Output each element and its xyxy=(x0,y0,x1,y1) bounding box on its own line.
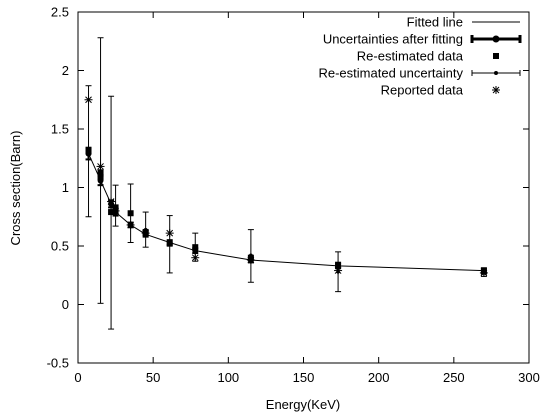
star-stroke xyxy=(85,96,92,104)
star-stroke xyxy=(247,256,255,264)
reestimated-uncertainty-point xyxy=(98,169,103,173)
y-tick-label: 1 xyxy=(62,180,69,195)
star-stroke xyxy=(97,163,104,170)
reported-data-point xyxy=(141,229,150,238)
star-stroke xyxy=(142,229,150,237)
reestimated-uncertainty-point xyxy=(167,241,172,246)
y-tick-label: 0 xyxy=(62,297,69,312)
star-stroke xyxy=(112,207,119,215)
star-stroke xyxy=(334,267,342,274)
star-stroke xyxy=(191,254,199,262)
reestimated-uncertainty-point xyxy=(86,149,91,154)
reported-data-point xyxy=(107,197,116,206)
reported-data-point xyxy=(165,229,174,238)
reestimated-uncertainty-point xyxy=(193,245,198,249)
reestimated-uncertainty-point xyxy=(128,211,133,216)
x-tick-label: 150 xyxy=(293,370,315,385)
reported-data-point xyxy=(479,268,488,277)
data-layer xyxy=(84,37,488,330)
reported-data-point xyxy=(111,206,120,215)
legend-label: Uncertainties after fitting xyxy=(323,32,463,47)
star-stroke xyxy=(127,221,134,229)
legend-label: Re-estimated uncertainty xyxy=(318,66,463,81)
reported-data-point xyxy=(191,253,200,262)
reported-data-point xyxy=(246,256,255,265)
legend-square-symbol xyxy=(493,53,499,59)
series-star xyxy=(84,95,488,277)
y-tick-label: 1.5 xyxy=(51,122,69,137)
y-tick-label: 2.5 xyxy=(51,5,69,20)
star-stroke xyxy=(480,269,488,277)
y-axis-label: Cross section(Barn) xyxy=(8,131,23,246)
y-tick-label: 0.5 xyxy=(51,239,69,254)
series-errorbar-circle xyxy=(85,146,487,274)
reported-data-point xyxy=(126,220,135,229)
legend-star-symbol xyxy=(492,86,500,94)
reestimated-uncertainty-point xyxy=(249,253,253,258)
reestimated-uncertainty-point xyxy=(113,204,118,209)
legend: Fitted line Uncertainties after fitting Re… xyxy=(318,15,522,98)
legend-label: Re-estimated data xyxy=(357,49,464,64)
series-errorbar-point xyxy=(85,37,487,330)
x-tick-label: 200 xyxy=(368,370,390,385)
y-tick-label: -0.5 xyxy=(47,356,69,371)
series-square xyxy=(85,148,487,275)
star-stroke xyxy=(107,198,115,205)
legend-point-symbol xyxy=(494,71,498,75)
legend-circle-symbol xyxy=(492,35,500,43)
y-tick-label: 2 xyxy=(62,63,69,78)
star-stroke xyxy=(492,86,500,94)
reported-data-point xyxy=(334,266,343,275)
legend-label: Reported data xyxy=(381,83,464,98)
reported-data-point xyxy=(84,95,93,104)
reported-data-point xyxy=(96,162,105,171)
x-tick-label: 300 xyxy=(518,370,540,385)
reestimated-uncertainty-point xyxy=(109,211,113,216)
x-axis-label: Energy(KeV) xyxy=(266,397,340,412)
x-tick-label: 0 xyxy=(74,370,81,385)
legend-label: Fitted line xyxy=(407,15,463,30)
x-tick-label: 250 xyxy=(443,370,465,385)
x-tick-label: 50 xyxy=(146,370,160,385)
x-tick-label: 100 xyxy=(217,370,239,385)
star-stroke xyxy=(166,229,174,237)
ticks-layer: 0 50 100 150 200 250 300 -0.5 0 0.5 1 1.5 2 2.5 xyxy=(47,5,540,386)
